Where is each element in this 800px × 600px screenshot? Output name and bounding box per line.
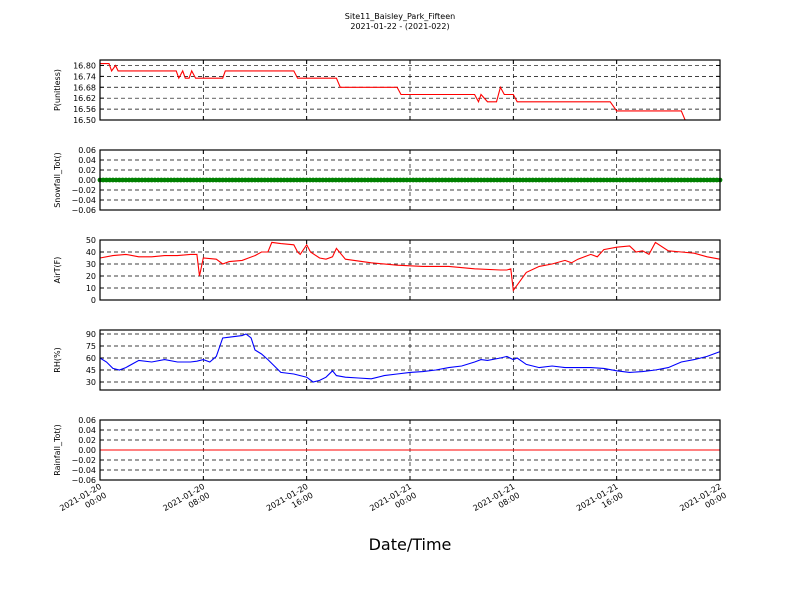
y-tick-label: 0.04 [78, 156, 96, 165]
y-tick-label: 16.74 [73, 72, 96, 81]
y-tick-label: −0.04 [71, 466, 96, 475]
y-tick-label: 50 [86, 236, 96, 245]
y-tick-label: 16.80 [73, 61, 96, 70]
y-tick-label: 45 [86, 366, 96, 375]
x-axis-label: Date/Time [369, 535, 452, 554]
y-tick-label: 75 [86, 342, 96, 351]
plot-frame [99, 239, 721, 301]
y-axis-label: P(unitless) [53, 69, 62, 111]
y-tick-label: 0 [91, 296, 96, 305]
y-tick-label: 40 [86, 248, 96, 257]
y-tick-label: 16.56 [73, 105, 96, 114]
plot-frame [99, 59, 721, 121]
y-tick-label: 0.06 [78, 146, 96, 155]
y-tick-label: 60 [86, 354, 96, 363]
y-tick-label: −0.02 [71, 186, 96, 195]
plot-frame [99, 329, 721, 391]
plot-frame [99, 419, 721, 481]
series-line [99, 333, 721, 383]
y-tick-label: 90 [86, 330, 96, 339]
plot-frame [99, 149, 721, 211]
series-line [99, 241, 721, 292]
y-tick-label: −0.04 [71, 196, 96, 205]
y-axis-label: AirT(F) [53, 257, 62, 284]
y-tick-label: 10 [86, 284, 96, 293]
y-tick-label: 20 [86, 272, 96, 281]
y-tick-label: 16.68 [73, 83, 96, 92]
y-tick-label: 30 [86, 378, 96, 387]
x-tick-label: 2021-01-2200:00 [678, 482, 728, 522]
x-tick-label: 2021-01-2116:00 [575, 482, 625, 522]
chart-panel-4: 90 75 60 45 30 RH(%) [53, 329, 721, 391]
y-tick-label: 0.00 [78, 176, 96, 185]
chart-panels: 16.80 16.74 16.68 16.62 16.56 16.50 P(unitless… [53, 59, 723, 485]
y-tick-label: 0.00 [78, 446, 96, 455]
chart-title-line2: 2021-01-22 - (2021-022) [350, 22, 449, 31]
x-tick-label: 2021-01-2100:00 [368, 482, 418, 522]
y-tick-label: 0.02 [78, 166, 96, 175]
y-tick-label: 0.04 [78, 426, 96, 435]
x-tick-labels: 2021-01-2000:00 2021-01-2008:00 2021-01-20… [58, 482, 728, 522]
y-tick-label: −0.06 [71, 476, 96, 485]
y-tick-label: −0.02 [71, 456, 96, 465]
x-tick-label: 2021-01-2108:00 [472, 482, 522, 522]
y-tick-label: 16.50 [73, 116, 96, 125]
y-tick-label: 0.06 [78, 416, 96, 425]
series-line [100, 63, 720, 121]
y-tick-label: −0.06 [71, 206, 96, 215]
chart-panel-3: 50 40 30 20 10 0 AirT(F) [53, 236, 721, 305]
chart-panel-1: 16.80 16.74 16.68 16.62 16.56 16.50 P(unitless… [53, 59, 721, 125]
y-axis-label: Snowfall_Tot() [53, 152, 62, 208]
y-tick-label: 16.62 [73, 94, 96, 103]
chart-title-line1: Site11_Baisley_Park_Fifteen [345, 12, 455, 21]
chart-panel-2: 0.060.040.020.00−0.02−0.04−0.06 Snowfall_… [53, 146, 723, 215]
y-tick-label: 30 [86, 260, 96, 269]
y-axis-label: Rainfall_Tot() [53, 424, 62, 476]
y-tick-label: 0.02 [78, 436, 96, 445]
y-axis-label: RH(%) [53, 347, 62, 372]
x-tick-label: 2021-01-2016:00 [265, 482, 315, 522]
chart-panel-5: 0.060.040.020.00−0.02−0.04−0.06 Rainfall_… [53, 416, 721, 485]
x-tick-label: 2021-01-2008:00 [162, 482, 212, 522]
x-tick-label: 2021-01-2000:00 [58, 482, 108, 522]
